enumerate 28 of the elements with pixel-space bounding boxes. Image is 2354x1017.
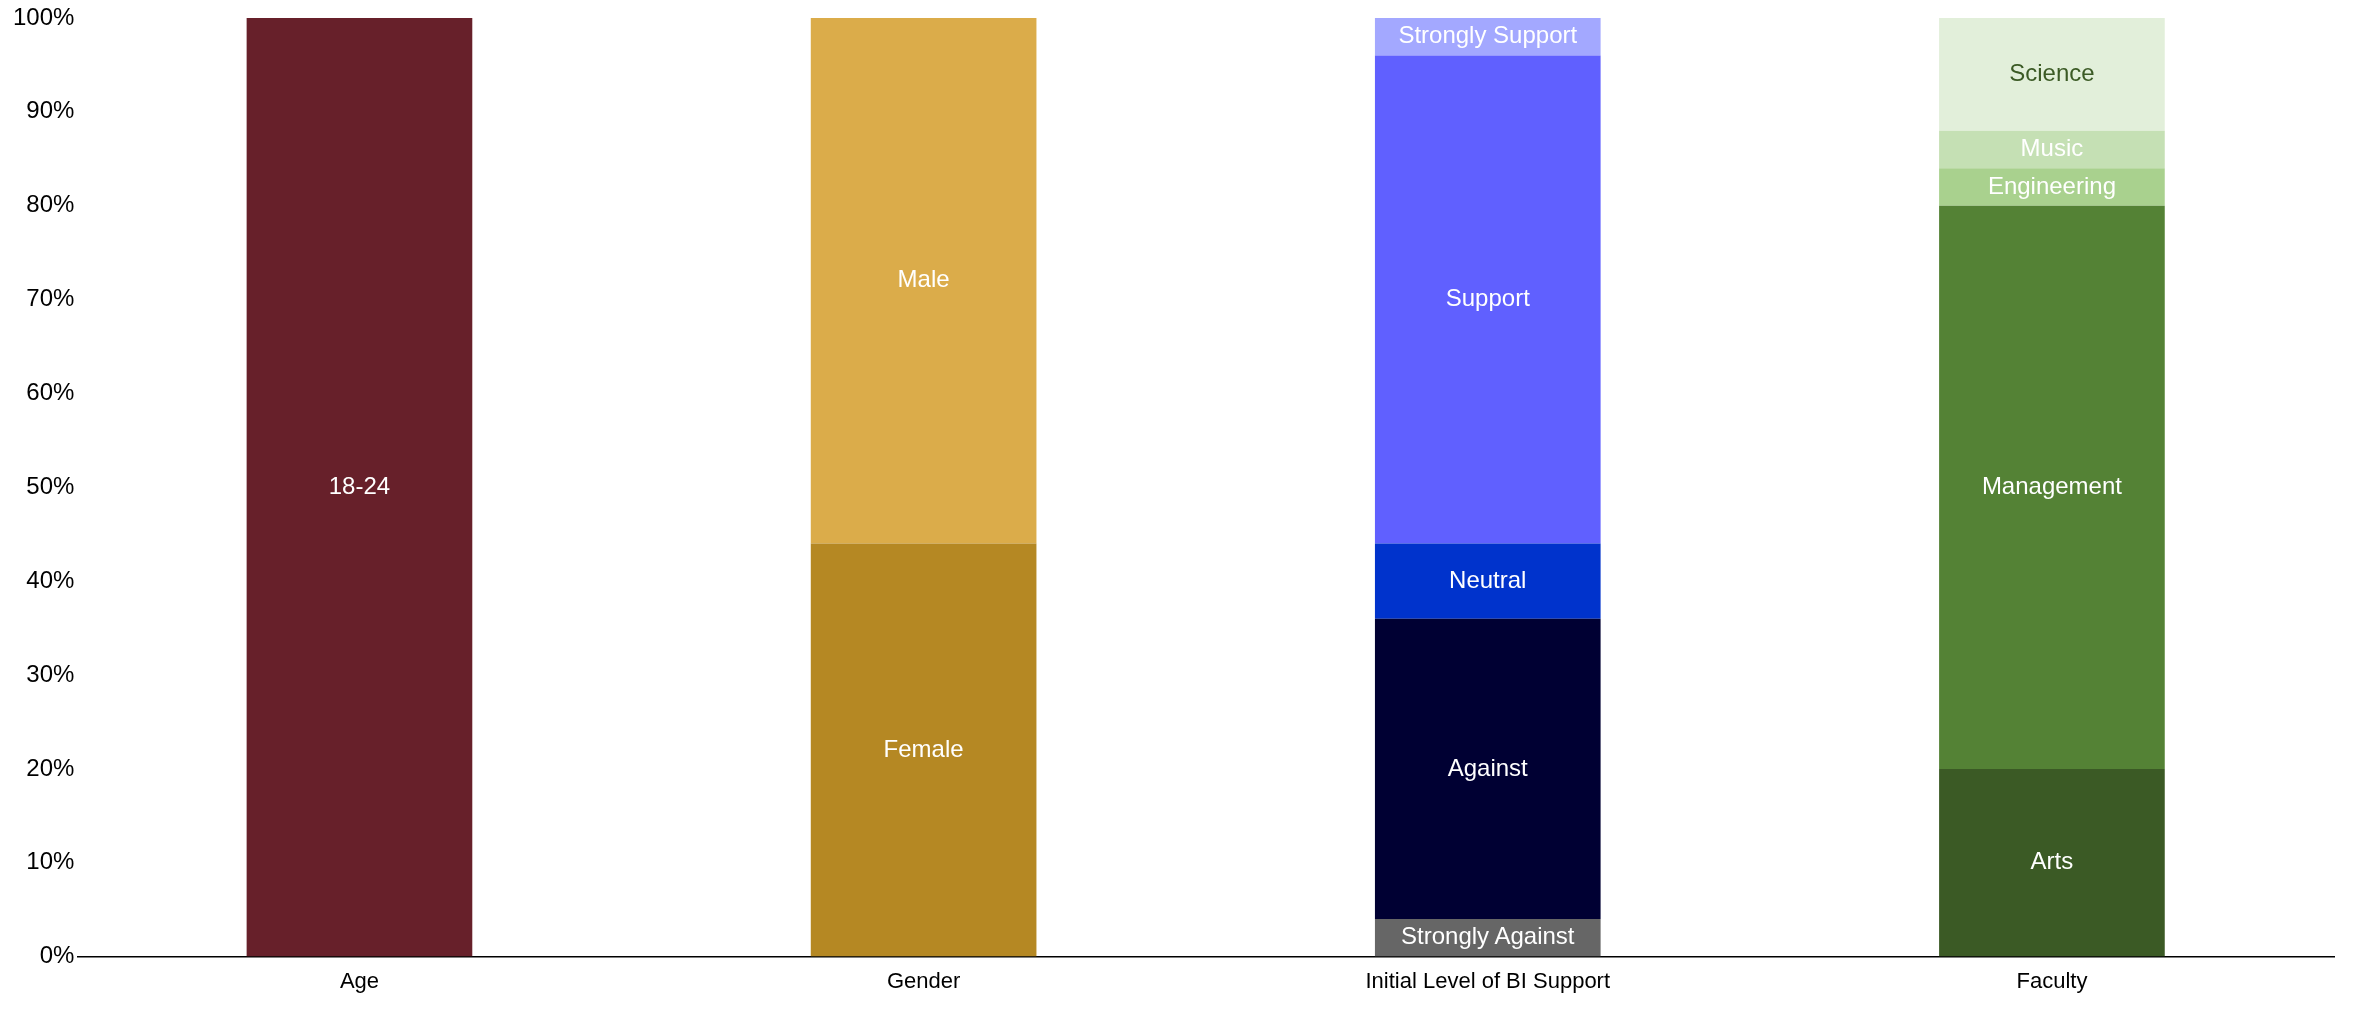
x-tick-label: Faculty — [2016, 967, 2088, 993]
series-label: Strongly Against — [1401, 922, 1575, 950]
y-tick-label: 90% — [26, 96, 75, 124]
y-tick-label: 0% — [39, 941, 75, 969]
x-tick-label: Age — [339, 967, 380, 993]
series-label: Female — [883, 734, 964, 762]
series-label: 18-24 — [328, 471, 391, 499]
y-tick-label: 100% — [12, 2, 75, 30]
y-tick-label: 10% — [26, 847, 75, 875]
series-label: Engineering — [1987, 171, 2116, 199]
series-label: Support — [1445, 284, 1531, 312]
x-tick-label: Initial Level of BI Support — [1365, 967, 1611, 993]
series-label: Male — [897, 265, 950, 293]
y-tick-label: 50% — [26, 471, 75, 499]
y-tick-label: 20% — [26, 753, 75, 781]
series-label: Management — [1981, 471, 2123, 499]
series-label: Strongly Support — [1398, 21, 1578, 49]
series-label: Science — [2009, 58, 2095, 86]
y-tick-label: 40% — [26, 565, 75, 593]
series-label: Arts — [2030, 847, 2074, 875]
series-label: Neutral — [1449, 565, 1527, 593]
y-tick-label: 30% — [26, 659, 75, 687]
y-tick-label: 60% — [26, 378, 75, 406]
series-label: Against — [1447, 753, 1529, 781]
series-label: Music — [2020, 134, 2084, 162]
x-tick-label: Gender — [886, 967, 961, 993]
y-tick-label: 70% — [26, 284, 75, 312]
y-tick-label: 80% — [26, 190, 75, 218]
